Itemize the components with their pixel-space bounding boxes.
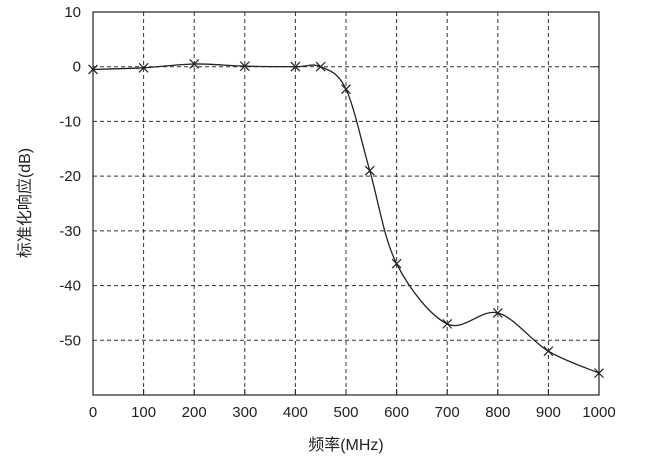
x-tick-label: 400 (283, 404, 308, 421)
x-tick-label: 600 (384, 404, 409, 421)
data-point-x-marker (391, 258, 402, 269)
x-tick-label: 200 (182, 404, 207, 421)
x-tick-label: 800 (485, 404, 510, 421)
data-point-x-marker (189, 59, 200, 69)
data-point-x-marker (290, 61, 301, 72)
data-point-x-marker (341, 84, 351, 95)
data-point-x-marker (364, 165, 375, 176)
y-tick-label: 10 (64, 4, 81, 21)
series-response (88, 59, 604, 379)
plot-frame (92, 11, 600, 396)
y-tick-label: 0 (73, 59, 81, 76)
x-tick-label: 0 (89, 404, 97, 421)
x-tick-label: 500 (333, 404, 358, 421)
x-tick-label: 100 (131, 404, 156, 421)
data-point-x-marker (543, 346, 554, 357)
y-tick-label: -40 (59, 278, 81, 295)
x-axis-label: 频率(MHz) (308, 436, 384, 454)
y-tick-label: -30 (59, 223, 81, 240)
y-axis-label: 标准化响应(dB) (15, 148, 34, 258)
data-point-x-marker (492, 308, 503, 318)
data-point-x-marker (442, 318, 453, 329)
x-tick-label: 300 (232, 404, 257, 421)
data-point-x-marker (239, 61, 250, 72)
x-tick-label: 700 (435, 404, 460, 421)
y-tick-label: -20 (59, 168, 81, 185)
data-point-x-marker (138, 62, 149, 73)
x-tick-label: 1000 (582, 404, 615, 421)
data-point-x-marker (315, 61, 326, 72)
x-tick-label: 900 (536, 404, 561, 421)
grid (93, 12, 599, 395)
y-tick-label: -10 (59, 113, 81, 130)
y-tick-label: -50 (59, 332, 81, 349)
axis-ticks: 0 100 200 300 400 500 600 700 800 900 1000100-10-2… (59, 4, 615, 421)
